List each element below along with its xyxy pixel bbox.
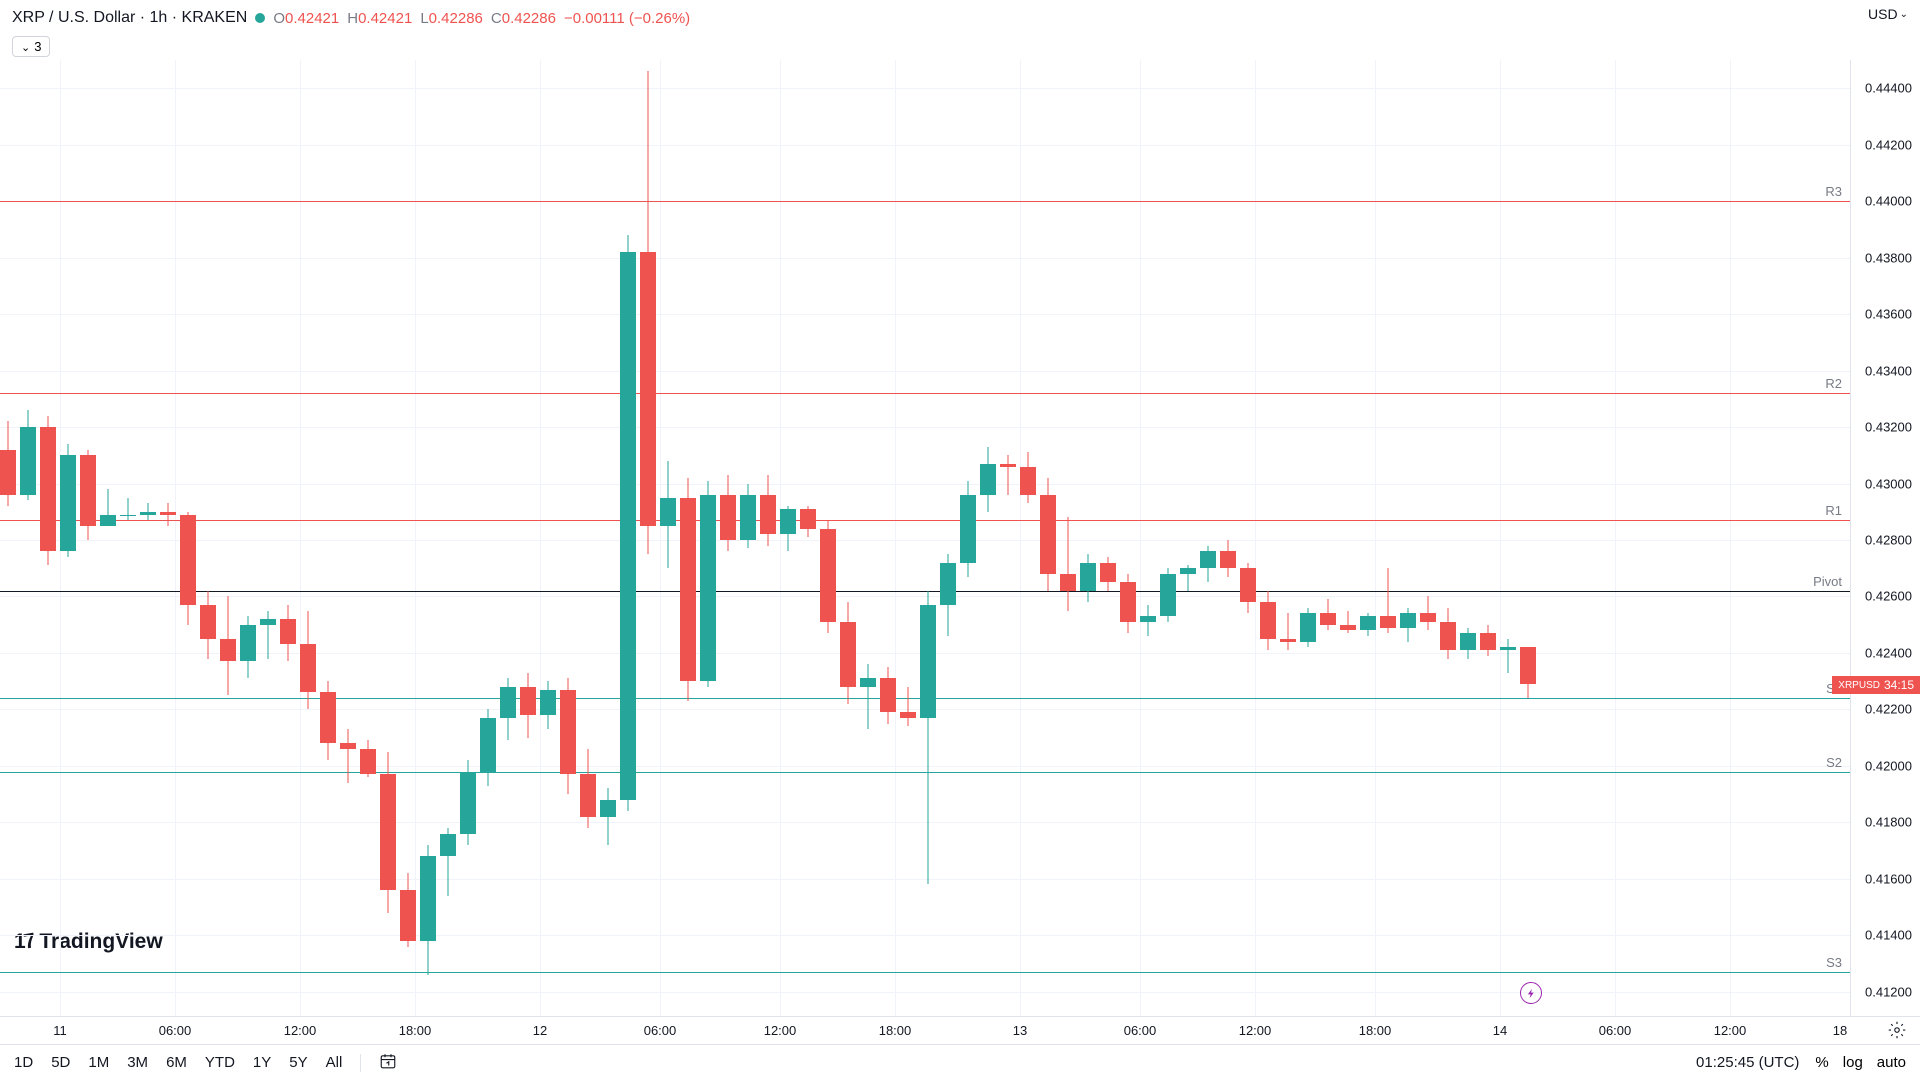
chart-main: 17 TradingView R3R2R1PivotS1S2S3 0.44400… [0, 60, 1920, 1016]
pivot-label-r2: R2 [1825, 376, 1842, 393]
x-tick: 13 [1013, 1023, 1027, 1038]
indicator-dropdown[interactable]: 3 [12, 36, 50, 57]
market-status-dot [255, 13, 265, 23]
pivot-label-s3: S3 [1826, 955, 1842, 972]
time-axis[interactable]: 11 06:00 12:00 18:00 12 06:00 12:00 18:00 13 06:0… [0, 1016, 1920, 1044]
pivot-line-r2 [0, 393, 1850, 394]
timeframe-ytd[interactable]: YTD [205, 1054, 235, 1071]
timeframe-1m[interactable]: 1M [88, 1054, 109, 1071]
x-tick: 14 [1493, 1023, 1507, 1038]
y-tick: 0.44000 [1865, 194, 1912, 209]
pivot-label-s2: S2 [1826, 755, 1842, 772]
x-tick: 18 [1833, 1023, 1847, 1038]
ohlc-low: L0.42286 [420, 10, 483, 27]
timeframe-1d[interactable]: 1D [14, 1054, 33, 1071]
pivot-label-pivot: Pivot [1813, 574, 1842, 591]
scale-percent[interactable]: % [1815, 1054, 1828, 1071]
y-tick: 0.44400 [1865, 81, 1912, 96]
separator [360, 1054, 361, 1072]
y-tick: 0.41800 [1865, 815, 1912, 830]
y-tick: 0.43800 [1865, 250, 1912, 265]
y-tick: 0.42200 [1865, 702, 1912, 717]
pivot-line-r1 [0, 520, 1850, 521]
timeframe-5y[interactable]: 5Y [289, 1054, 307, 1071]
y-tick: 0.42400 [1865, 645, 1912, 660]
timeframe-3m[interactable]: 3M [127, 1054, 148, 1071]
x-tick: 12:00 [764, 1023, 797, 1038]
x-tick: 12:00 [1714, 1023, 1747, 1038]
x-tick: 11 [53, 1023, 67, 1038]
x-tick: 18:00 [1359, 1023, 1392, 1038]
last-price-tag: XRPUSD34:15 [1832, 676, 1920, 694]
snapshot-icon[interactable] [1520, 982, 1542, 1004]
y-tick: 0.43000 [1865, 476, 1912, 491]
y-tick: 0.42800 [1865, 533, 1912, 548]
pivot-line-s3 [0, 972, 1850, 973]
x-tick: 06:00 [159, 1023, 192, 1038]
y-tick: 0.43600 [1865, 307, 1912, 322]
pivot-line-pivot [0, 591, 1850, 592]
ohlc-high: H0.42421 [347, 10, 412, 27]
timeframe-1y[interactable]: 1Y [253, 1054, 271, 1071]
y-tick: 0.43400 [1865, 363, 1912, 378]
timeframe-6m[interactable]: 6M [166, 1054, 187, 1071]
symbol-label: XRP / U.S. Dollar · 1h · KRAKEN [12, 9, 247, 27]
ohlc-close: C0.42286 [491, 10, 556, 27]
ohlc-change: −0.00111 (−0.26%) [564, 10, 690, 27]
timeframe-all[interactable]: All [326, 1054, 343, 1071]
scale-log[interactable]: log [1843, 1054, 1863, 1071]
bottom-toolbar: 1D 5D 1M 3M 6M YTD 1Y 5Y All 01:25:45 (UTC) % log… [0, 1044, 1920, 1080]
axis-settings-icon[interactable] [1888, 1021, 1906, 1042]
pivot-line-r3 [0, 201, 1850, 202]
clock[interactable]: 01:25:45 (UTC) [1696, 1054, 1799, 1071]
y-tick: 0.42600 [1865, 589, 1912, 604]
tradingview-logo: 17 TradingView [14, 930, 163, 954]
x-tick: 06:00 [1599, 1023, 1632, 1038]
y-tick: 0.41200 [1865, 984, 1912, 999]
chart-area[interactable]: 17 TradingView R3R2R1PivotS1S2S3 [0, 60, 1850, 1016]
x-tick: 06:00 [644, 1023, 677, 1038]
pivot-label-r3: R3 [1825, 184, 1842, 201]
x-tick: 12:00 [1239, 1023, 1272, 1038]
y-tick: 0.42000 [1865, 758, 1912, 773]
goto-date-icon[interactable] [379, 1052, 397, 1074]
price-axis[interactable]: 0.44400 0.44200 0.44000 0.43800 0.43600 0.434… [1850, 60, 1920, 1016]
ohlc-open: O0.42421 [273, 10, 339, 27]
y-tick: 0.44200 [1865, 137, 1912, 152]
x-tick: 18:00 [879, 1023, 912, 1038]
pivot-label-r1: R1 [1825, 503, 1842, 520]
scale-auto[interactable]: auto [1877, 1054, 1906, 1071]
y-tick: 0.41600 [1865, 871, 1912, 886]
y-tick: 0.41400 [1865, 928, 1912, 943]
pivot-line-s2 [0, 772, 1850, 773]
top-bar: XRP / U.S. Dollar · 1h · KRAKEN O0.42421… [0, 0, 1920, 36]
currency-selector[interactable]: USD⌄ [1868, 6, 1908, 22]
x-tick: 06:00 [1124, 1023, 1157, 1038]
x-tick: 12:00 [284, 1023, 317, 1038]
y-tick: 0.43200 [1865, 420, 1912, 435]
x-tick: 12 [533, 1023, 547, 1038]
x-tick: 18:00 [399, 1023, 432, 1038]
timeframe-5d[interactable]: 5D [51, 1054, 70, 1071]
